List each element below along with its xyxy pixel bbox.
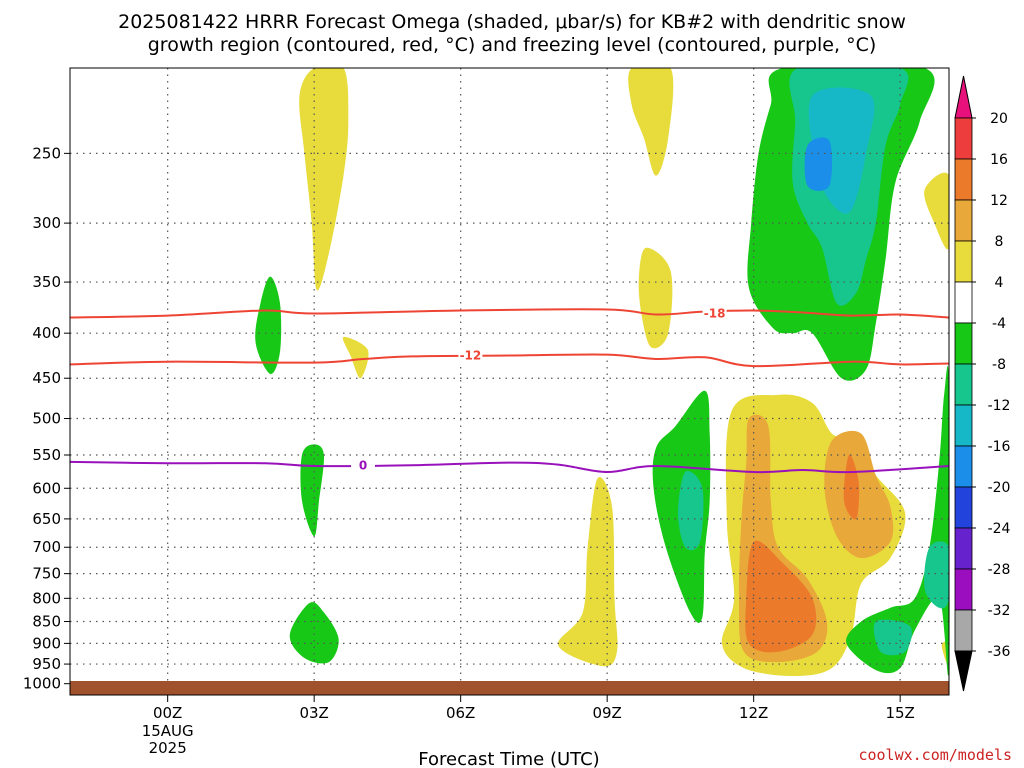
colorbar-label: -4 bbox=[992, 316, 1006, 332]
omega-region-18 bbox=[678, 470, 704, 551]
colorbar-bin bbox=[954, 404, 973, 447]
omega-region-10 bbox=[745, 540, 817, 653]
colorbar-label: 4 bbox=[995, 275, 1004, 291]
contour-label-bg bbox=[458, 347, 483, 364]
colorbar-label: -12 bbox=[988, 398, 1011, 414]
omega-region-21 bbox=[873, 619, 912, 656]
colorbar-bin bbox=[954, 199, 973, 242]
y-tick-label: 550 bbox=[32, 446, 61, 464]
contour-label--12: -12 bbox=[460, 348, 482, 362]
x-tick-label: 03Z bbox=[299, 704, 328, 722]
colorbar-label: -24 bbox=[988, 521, 1011, 537]
omega-region-14 bbox=[289, 602, 339, 664]
colorbar-max-arrow bbox=[954, 75, 973, 119]
y-tick-label: 750 bbox=[32, 565, 61, 583]
colorbar-bin bbox=[954, 486, 973, 529]
site-credit: coolwx.com/models bbox=[858, 746, 1012, 764]
y-tick-label: 1000 bbox=[23, 675, 61, 693]
colorbar-label: 16 bbox=[990, 152, 1008, 168]
plot-frame bbox=[69, 67, 950, 696]
y-tick-label: 400 bbox=[32, 324, 61, 342]
colorbar-bin bbox=[954, 240, 973, 283]
omega-region-4 bbox=[924, 172, 949, 250]
contour-layer: -18 -12 0 bbox=[70, 305, 949, 474]
x-tick-label: 15Z bbox=[885, 704, 914, 722]
chart-title-line-1: 2025081422 HRRR Forecast Omega (shaded, … bbox=[118, 11, 906, 33]
x-tick-label: 06Z bbox=[446, 704, 475, 722]
omega-region-13 bbox=[300, 444, 325, 537]
omega-region-2 bbox=[628, 68, 674, 176]
omega-region-1 bbox=[342, 336, 369, 379]
contour-line-0 bbox=[70, 460, 949, 474]
omega-shading-layer bbox=[255, 68, 949, 676]
colorbar-label: -28 bbox=[988, 562, 1011, 578]
contour-line--12 bbox=[70, 353, 949, 368]
y-tick-label: 900 bbox=[32, 634, 61, 652]
omega-region-17 bbox=[846, 365, 949, 676]
omega-region-11 bbox=[843, 454, 860, 520]
y-tick-label: 600 bbox=[32, 479, 61, 497]
omega-region-20 bbox=[924, 541, 949, 609]
y-tick-label: 450 bbox=[32, 369, 61, 387]
contour-label-bg bbox=[351, 457, 375, 474]
y-tick-label: 950 bbox=[32, 655, 61, 673]
y-axis: 250 300 350 400 450 500 550 600 650 700 750 800 850 9… bbox=[23, 144, 70, 693]
colorbar-bin bbox=[954, 445, 973, 488]
x-tick-label: 12Z bbox=[739, 704, 768, 722]
x-tick-sublabel: 2025 bbox=[149, 739, 187, 757]
colorbar-label: 8 bbox=[995, 234, 1004, 250]
omega-region-0 bbox=[299, 68, 349, 291]
grid-layer bbox=[70, 68, 949, 695]
y-tick-label: 850 bbox=[32, 613, 61, 631]
ground-surface bbox=[70, 681, 949, 695]
omega-region-5 bbox=[557, 476, 618, 667]
y-tick-label: 350 bbox=[32, 273, 61, 291]
y-tick-label: 300 bbox=[32, 214, 61, 232]
colorbar-label: 20 bbox=[990, 111, 1008, 127]
colorbar-bin bbox=[954, 363, 973, 406]
contour-label-0: 0 bbox=[359, 458, 367, 472]
colorbar-label: -16 bbox=[988, 439, 1011, 455]
contour-label-bg bbox=[702, 305, 727, 322]
colorbar-bin bbox=[954, 609, 973, 652]
chart-title-line-2: growth region (contoured, red, °C) and f… bbox=[148, 34, 877, 56]
colorbar-label: -32 bbox=[988, 603, 1011, 619]
omega-region-23 bbox=[804, 137, 833, 191]
colorbar-min-arrow bbox=[954, 650, 973, 692]
colorbar-label: -8 bbox=[992, 357, 1006, 373]
y-tick-label: 500 bbox=[32, 410, 61, 428]
x-tick-sublabel: 15AUG bbox=[142, 722, 194, 740]
y-tick-label: 650 bbox=[32, 510, 61, 528]
x-axis-label: Forecast Time (UTC) bbox=[418, 749, 599, 768]
colorbar-bin bbox=[954, 527, 973, 570]
colorbar-bin bbox=[954, 322, 973, 365]
colorbar-bin bbox=[954, 568, 973, 611]
colorbar: 20 16 12 8 4 -4 -8 -12 -16 -20 -24 -28 -32 -36 bbox=[954, 75, 1011, 692]
x-tick-label: 09Z bbox=[592, 704, 621, 722]
colorbar-bin bbox=[954, 117, 973, 160]
x-tick-label: 00Z bbox=[153, 704, 182, 722]
contour-label--18: -18 bbox=[704, 307, 726, 321]
contour-line--18 bbox=[70, 308, 949, 319]
colorbar-bin bbox=[954, 281, 973, 324]
colorbar-label: 12 bbox=[990, 193, 1008, 209]
y-tick-label: 250 bbox=[32, 144, 61, 162]
colorbar-label: -36 bbox=[988, 644, 1011, 660]
colorbar-bin bbox=[954, 158, 973, 201]
omega-region-12 bbox=[255, 276, 282, 375]
colorbar-label: -20 bbox=[988, 480, 1011, 496]
y-tick-label: 700 bbox=[32, 538, 61, 556]
y-tick-label: 800 bbox=[32, 589, 61, 607]
omega-region-3 bbox=[638, 247, 673, 349]
